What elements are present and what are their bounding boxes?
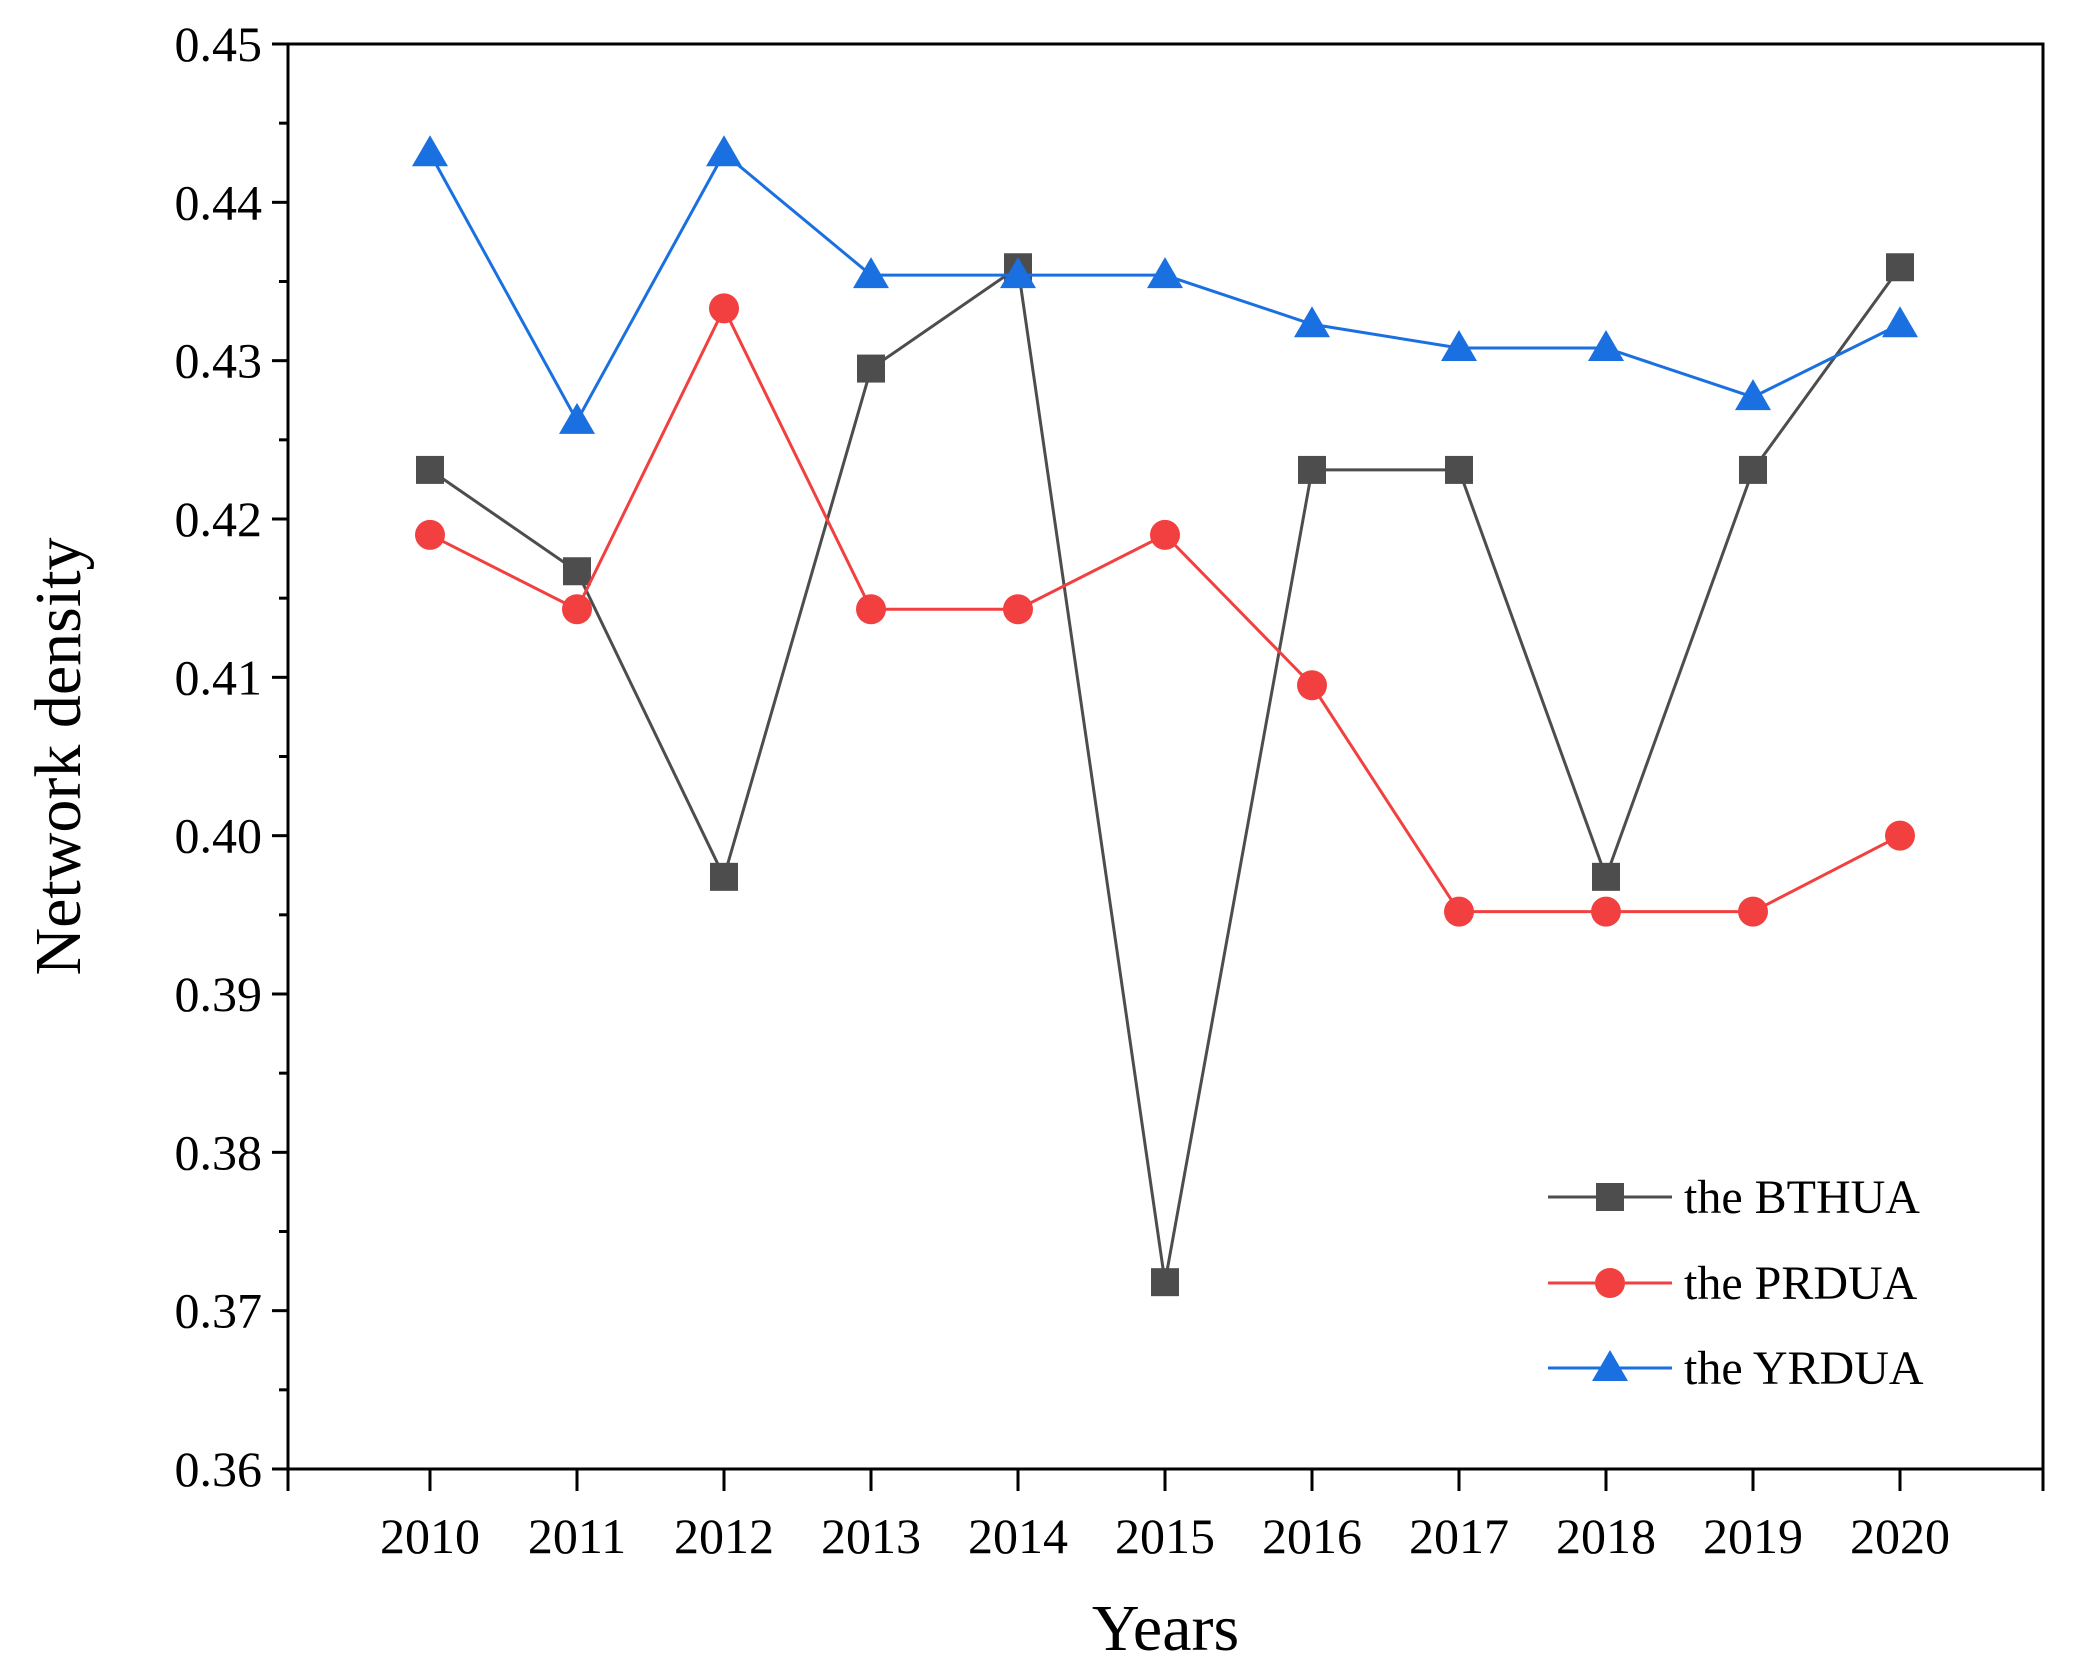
y-tick-label: 0.43 [175,333,263,389]
x-tick-label: 2019 [1703,1508,1803,1564]
series-line-the-bthua [429,264,1902,1283]
y-tick-label: 0.41 [175,649,263,705]
data-point-the-bthua [1739,455,1767,484]
x-tick-label: 2017 [1409,1508,1509,1564]
data-point-the-yrdua [706,135,742,167]
data-point-the-yrdua [412,135,448,167]
series-the-bthua [416,253,1914,1297]
plot-border [286,42,2045,1471]
series-layer [412,135,1918,1297]
series-line-the-prdua [429,305,1901,914]
data-point-the-bthua [1298,455,1326,484]
data-point-the-bthua [710,862,738,891]
legend-marker [1595,1268,1625,1298]
y-tick-label: 0.44 [175,174,263,230]
data-point-the-prdua [1297,670,1327,701]
x-tick-label: 2012 [674,1508,774,1564]
data-point-the-bthua [1151,1268,1179,1297]
x-tick-label: 2018 [1556,1508,1656,1564]
data-point-the-yrdua [1147,257,1183,289]
data-point-the-prdua [1885,820,1915,851]
legend-item-the-bthua: the BTHUA [1548,1171,1920,1224]
legend-label: the PRDUA [1684,1257,1918,1310]
data-point-the-yrdua [1441,330,1477,361]
y-tick-label: 0.38 [175,1124,263,1180]
data-point-the-bthua [416,455,444,484]
data-point-the-yrdua [1735,379,1771,411]
data-point-the-prdua [562,594,592,625]
y-tick-label: 0.37 [175,1283,263,1339]
x-axis: 2010 2011 2012 2013 2014 2015 2016 2017 2018 2019… [286,1469,2045,1564]
y-tick-label: 0.40 [175,808,263,864]
data-point-the-yrdua [1882,306,1918,338]
legend-label: the YRDUA [1684,1342,1924,1395]
plot-frame [286,42,2045,1471]
data-point-the-yrdua [1000,257,1036,289]
data-point-the-prdua [1003,594,1033,625]
series-the-prdua [415,293,1915,927]
x-tick-label: 2011 [528,1508,626,1564]
data-point-the-prdua [1591,896,1621,927]
y-tick-label: 0.36 [175,1441,263,1497]
data-point-the-prdua [1150,519,1180,550]
data-point-the-yrdua [1588,330,1624,361]
y-tick-label: 0.39 [175,966,263,1022]
x-tick-label: 2013 [821,1508,921,1564]
y-tick-label: 0.42 [175,491,263,547]
data-point-the-bthua [1886,253,1914,282]
series-the-yrdua [412,135,1918,434]
legend-marker [1596,1183,1624,1211]
data-point-the-prdua [856,594,886,625]
legend-marker [1592,1350,1628,1381]
x-tick-label: 2015 [1115,1508,1215,1564]
y-axis: 0.36 0.37 0.38 0.39 0.40 0.41 0.42 0.43 0.44 0.45 [175,16,288,1497]
data-point-the-prdua [415,519,445,550]
x-tick-label: 2014 [968,1508,1068,1564]
x-axis-title: Years [1092,1592,1239,1665]
data-point-the-yrdua [853,257,889,289]
y-tick-label: 0.45 [175,16,263,72]
legend-item-the-prdua: the PRDUA [1548,1257,1918,1310]
data-point-the-bthua [563,557,591,586]
y-axis-title: Network density [22,537,95,975]
data-point-the-bthua [1592,862,1620,891]
x-tick-label: 2010 [380,1508,480,1564]
data-point-the-prdua [709,293,739,324]
x-tick-label: 2016 [1262,1508,1362,1564]
data-point-the-yrdua [559,402,595,434]
data-point-the-prdua [1738,896,1768,927]
legend-label: the BTHUA [1684,1171,1920,1224]
data-point-the-bthua [1445,455,1473,484]
data-point-the-bthua [857,354,885,383]
data-point-the-prdua [1444,896,1474,927]
x-tick-label: 2020 [1850,1508,1950,1564]
legend: the BTHUA the PRDUA the YRDUA [1548,1171,1924,1395]
data-point-the-yrdua [1294,306,1330,338]
legend-item-the-yrdua: the YRDUA [1548,1342,1924,1395]
